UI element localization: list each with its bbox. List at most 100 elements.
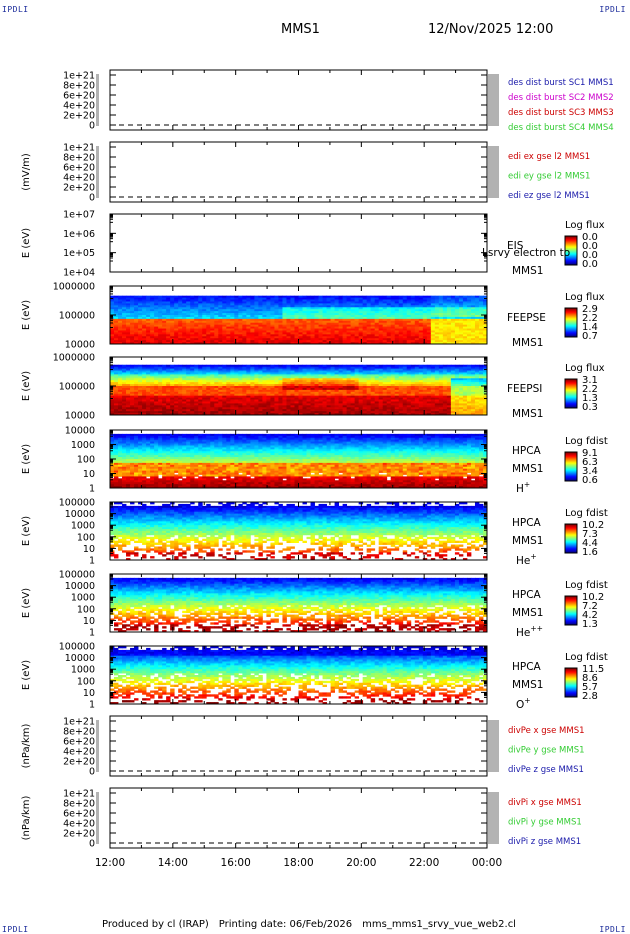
spectrogram-cell [154,303,159,306]
spectrogram-cell [358,397,364,400]
spectrogram-cell [170,401,175,404]
spectrogram-cell [474,318,480,322]
spectrogram-cell [174,334,179,337]
spectrogram-cell [122,395,127,398]
spectrogram-cell [178,387,183,391]
spectrogram-cell [166,386,171,389]
spectrogram-cell [278,338,283,341]
spectrogram-cell [186,301,191,304]
spectrogram-cell [154,313,159,316]
spectrogram-cell [242,326,247,329]
spectrogram-cell [114,309,119,312]
spectrogram-cell [258,328,263,331]
spectrogram-cell [354,378,360,381]
spectrogram-cell [122,401,127,404]
spectrogram-cell [398,338,404,341]
spectrogram-cell [418,297,424,300]
spectrogram-cell [210,299,215,302]
spectrogram-cell [206,387,211,391]
spectrogram-cell [146,320,151,324]
spectrogram-cell [354,399,360,402]
spectrogram-cell [350,301,356,304]
spectrogram-cell [110,320,115,324]
spectrogram-cell [138,332,143,335]
spectrogram-cell [478,342,484,345]
colorbar-cell [565,237,577,240]
spectrogram-cell [318,366,323,369]
spectrogram-cell [134,324,139,327]
spectrogram-cell [410,378,416,381]
spectrogram-cell [134,393,139,397]
spectrogram-cell [394,322,400,326]
spectrogram-cell [402,315,408,318]
spectrogram-cell [302,413,307,416]
spectrogram-cell [310,307,315,310]
spectrogram-cell [394,391,400,395]
spectrogram-cell [274,382,279,385]
spectrogram-cell [110,366,115,369]
spectrogram-cell [406,315,412,318]
spectrogram-cell [318,313,323,316]
spectrogram-cell [154,376,159,379]
spectrogram-cell [242,368,247,371]
spectrogram-cell [150,395,155,398]
spectrogram-cell [190,342,195,345]
spectrogram-cell [202,376,207,379]
spectrogram-cell [470,316,476,320]
spectrogram-cell [146,338,151,341]
spectrogram-cell [302,372,307,375]
spectrogram-cell [194,301,199,304]
spectrogram-cell [346,301,352,304]
spectrogram-cell [238,368,243,371]
spectrogram-cell [422,307,428,310]
spectrogram-cell [322,338,327,341]
spectrogram-cell [382,370,388,373]
spectrogram-cell [466,330,472,333]
spectrogram-cell [290,395,295,398]
spectrogram-cell [426,297,432,300]
spectrogram-cell [170,376,175,379]
spectrogram-cell [410,411,416,414]
spectrogram-cell [170,378,175,381]
spectrogram-cell [326,324,331,327]
spectrogram-cell [378,386,384,389]
spectrogram-cell [286,407,291,410]
spectrogram-cell [226,309,231,312]
spectrogram-cell [434,328,440,331]
spectrogram-cell [282,376,287,379]
spectrogram-cell [182,311,187,314]
spectrogram-cell [238,393,243,397]
spectrogram-cell [358,380,364,383]
spectrogram-cell [338,364,344,368]
spectrogram-cell [466,301,472,304]
spectrogram-cell [362,395,368,398]
spectrogram-cell [286,395,291,398]
spectrogram-cell [350,332,356,335]
spectrogram-cell [318,334,323,337]
spectrogram-cell [478,316,484,320]
spectrogram-cell [306,332,311,335]
spectrogram-cell [366,397,372,400]
spectrogram-cell [198,307,203,310]
spectrogram-cell [386,332,392,335]
spectrogram-cell [334,326,340,329]
spectrogram-cell [286,370,291,373]
spectrogram-cell [434,320,440,324]
spectrogram-cell [258,368,263,371]
spectrogram-cell [114,340,119,343]
spectrogram-cell [302,318,307,322]
spectrogram-cell [170,382,175,385]
spectrogram-cell [346,340,352,343]
spectrogram-cell [178,307,183,310]
spectrogram-cell [166,413,171,416]
spectrogram-cell [166,340,171,343]
spectrogram-cell [170,307,175,310]
spectrogram-cell [282,318,287,322]
spectrogram-cell [118,295,123,298]
spectrogram-cell [434,316,440,320]
spectrogram-cell [114,366,119,369]
spectrogram-cell [114,311,119,314]
spectrogram-cell [326,370,331,373]
spectrogram-cell [118,387,123,391]
spectrogram-cell [170,336,175,339]
